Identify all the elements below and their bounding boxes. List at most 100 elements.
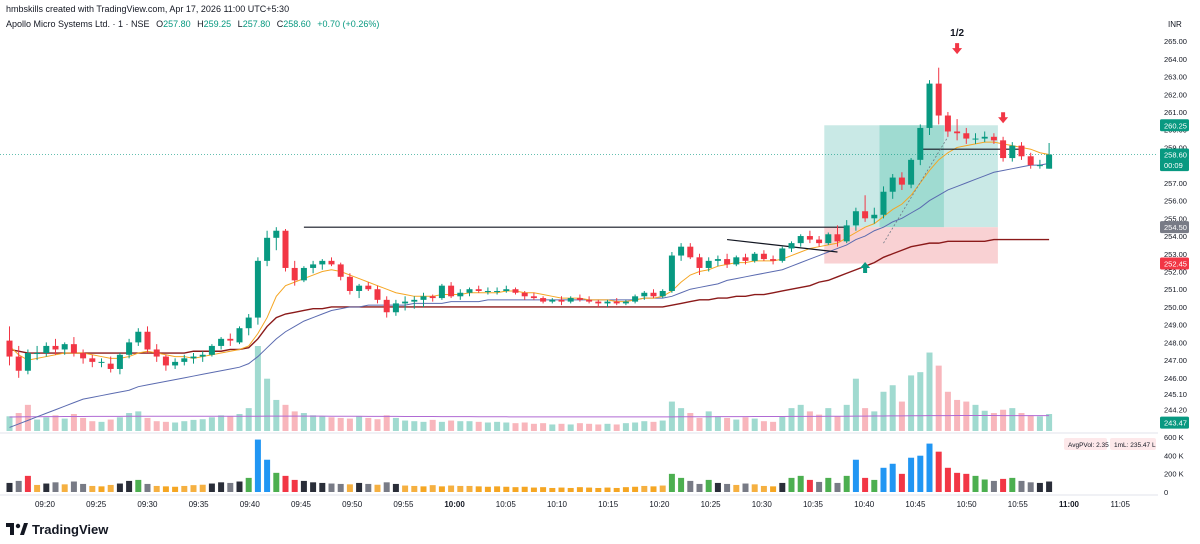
ohlc-legend: Apollo Micro Systems Ltd. · 1 · NSE O257…: [6, 19, 379, 29]
volume-bar: [1000, 409, 1007, 431]
candle-body: [705, 260, 712, 268]
volume-bar: [586, 423, 593, 431]
candle-body: [641, 292, 648, 297]
candle-body: [558, 299, 565, 302]
volume-bar: [466, 421, 473, 431]
lower-volume-bar: [742, 483, 749, 492]
candle-body: [356, 285, 363, 291]
lower-volume-bar: [264, 459, 271, 492]
lower-volume-bar: [429, 485, 436, 492]
volume-bar: [788, 408, 795, 431]
time-axis[interactable]: 09:20 09:25 09:30 09:35 09:40 09:45 09:50 09:55…: [35, 500, 1130, 509]
lower-volume-bar: [15, 480, 22, 492]
volume-bar: [714, 416, 721, 431]
volume-bar: [862, 408, 869, 431]
lower-volume-bar: [714, 482, 721, 492]
price-tick-label: 263.00: [1164, 73, 1187, 82]
lower-volume-bar: [806, 479, 813, 492]
lower-volume-bar: [107, 484, 114, 492]
lower-volume-bar: [181, 485, 188, 492]
candle-body: [429, 296, 436, 299]
lower-volume-bar: [862, 477, 869, 492]
volume-bar: [668, 401, 675, 431]
volume-bar: [153, 421, 160, 431]
volume-bar: [80, 417, 87, 431]
price-chart[interactable]: 1/2 265.00264.00263.00262.00261.00260.00…: [0, 0, 1200, 512]
price-tag: [1160, 416, 1189, 429]
chart-header: hmbskills created with TradingView.com, …: [0, 0, 1200, 34]
candle-body: [540, 298, 547, 302]
lower-volume-bar: [153, 485, 160, 492]
volume-bar: [705, 411, 712, 431]
lower-volume-bar: [346, 484, 353, 492]
volume-bar: [512, 423, 519, 431]
candle-body: [24, 353, 31, 371]
price-tick-label: 253.00: [1164, 250, 1187, 259]
lower-volume-bar: [52, 482, 59, 492]
candle-body: [1000, 140, 1007, 159]
time-tick-label: 10:50: [957, 500, 978, 509]
lower-volume-bar: [834, 482, 841, 492]
lower-volume-bar: [871, 479, 878, 492]
candle-body: [144, 331, 151, 350]
volume-bar: [337, 417, 344, 431]
candle-body: [346, 276, 353, 291]
lower-volume-bar: [944, 467, 951, 492]
candle-body: [1027, 156, 1034, 166]
close-value: 258.60: [283, 19, 311, 29]
candle-body: [788, 243, 795, 249]
volume-bar: [595, 424, 602, 431]
candle-body: [733, 257, 740, 265]
volume-bar: [126, 413, 133, 431]
candle-body: [291, 267, 298, 281]
candle-body: [172, 361, 179, 366]
trendline[interactable]: [727, 238, 838, 253]
lower-volume-bar: [172, 486, 179, 492]
lower-volume-bar: [236, 481, 243, 492]
candle-body: [917, 127, 924, 160]
lower-volume-bar: [199, 484, 206, 492]
lower-volume-bar: [843, 475, 850, 492]
tradingview-logo[interactable]: TradingView: [6, 520, 108, 538]
sell-arrow-icon: [952, 43, 963, 55]
volume-bar: [926, 352, 933, 431]
volume-bar: [402, 420, 409, 431]
volume-tick-label: 200 K: [1164, 470, 1184, 479]
candle-body: [135, 331, 142, 343]
lower-volume-bar: [24, 475, 31, 492]
time-tick-label: 10:00: [444, 500, 465, 509]
one-ml-badge: [1110, 438, 1156, 450]
volume-bar: [15, 413, 22, 431]
candle-body: [190, 356, 197, 359]
high-value: 259.25: [203, 19, 232, 29]
volume-bar: [613, 424, 620, 431]
candle-body: [862, 211, 869, 219]
price-tag-label: 254.50: [1164, 223, 1187, 232]
volume-bar: [43, 417, 50, 431]
lower-volume-bar: [659, 485, 666, 492]
price-tag-label: 260.25: [1164, 121, 1187, 130]
lower-volume-bar: [816, 481, 823, 492]
candle-body: [245, 317, 252, 329]
symbol-name[interactable]: Apollo Micro Systems Ltd. · 1 · NSE: [6, 19, 150, 29]
moving-averages: [9, 141, 1050, 428]
candle-body: [770, 259, 777, 261]
time-tick-label: 09:55: [393, 500, 414, 509]
price-axis[interactable]: 265.00264.00263.00262.00261.00260.00259.…: [1160, 37, 1189, 429]
lower-volume-bar: [208, 483, 215, 492]
candle-body: [954, 131, 961, 134]
lower-volume-bar: [457, 485, 464, 492]
volume-bar: [484, 422, 491, 431]
lower-volume-bar: [438, 486, 445, 492]
volume-bar: [816, 414, 823, 431]
candle-body: [908, 159, 915, 185]
time-tick-label: 10:10: [547, 500, 568, 509]
volume-bar: [632, 422, 639, 431]
volume-bar: [282, 404, 289, 431]
lower-pane-axis: 600 K 400 K 200 K 0: [1164, 433, 1184, 497]
candle-body: [98, 361, 105, 363]
candle-body: [310, 264, 317, 268]
candle-body: [116, 354, 123, 369]
lower-volume-bar: [889, 463, 896, 492]
lower-volume-bar: [1036, 482, 1043, 492]
